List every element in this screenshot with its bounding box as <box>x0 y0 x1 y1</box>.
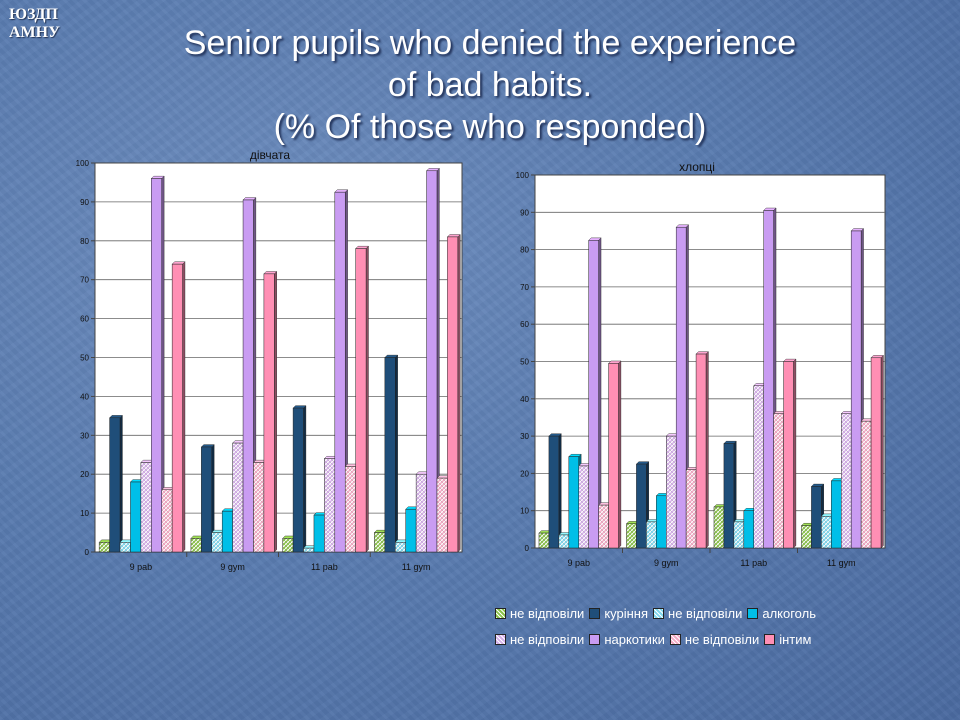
title-line-1: Senior pupils who denied the experience <box>183 24 797 62</box>
y-tick-label: 30 <box>80 431 89 440</box>
bar <box>588 237 602 549</box>
y-tick-label: 10 <box>80 509 89 518</box>
y-tick-label: 80 <box>80 237 89 246</box>
legend-label: наркотики <box>604 631 665 647</box>
bar <box>608 360 622 549</box>
legend-swatch <box>589 633 601 645</box>
legend-item: алкоголь <box>747 606 816 621</box>
chart-legend: не відповіли куріння не відповіли алкоголь … <box>495 600 925 652</box>
legend-row: не відповіли куріння не відповіли алкоголь <box>495 600 925 626</box>
title-line-3: (% Of those who responded) <box>273 108 707 146</box>
bar <box>870 354 884 549</box>
y-tick-label: 60 <box>520 320 529 329</box>
legend-label: не відповіли <box>684 631 760 647</box>
x-tick-label: 11 pab <box>311 562 338 572</box>
y-tick-label: 20 <box>520 469 529 478</box>
bar <box>446 234 461 553</box>
bar <box>263 270 278 553</box>
y-tick-label: 40 <box>80 392 89 401</box>
y-tick-label: 70 <box>520 283 529 292</box>
legend-label: інтим <box>779 631 812 647</box>
bar <box>548 433 562 549</box>
bar <box>695 351 709 549</box>
x-tick-label: 9 pab <box>567 558 590 568</box>
x-tick-label: 11 gym <box>827 558 856 568</box>
legend-item: куріння <box>589 606 648 621</box>
y-tick-label: 100 <box>76 159 90 168</box>
legend-label: не відповіли <box>668 605 743 621</box>
legend-row: не відповіли наркотики не відповіли інтим <box>495 626 925 652</box>
legend-label: алкоголь <box>762 605 816 621</box>
chart-1: 0 10 20 30 40 50 60 70 80 90 100 дівчата 9 pab 9 gym 1… <box>76 148 463 572</box>
legend-item: наркотики <box>589 632 665 647</box>
x-tick-label: 11 pab <box>740 558 767 568</box>
x-tick-label: 9 gym <box>654 558 679 568</box>
legend-swatch <box>495 633 506 645</box>
bar <box>783 358 797 549</box>
y-tick-label: 0 <box>525 544 530 553</box>
y-tick-label: 30 <box>520 432 529 441</box>
bar <box>292 405 307 553</box>
x-tick-label: 9 pab <box>130 562 153 572</box>
y-tick-label: 20 <box>80 470 89 479</box>
legend-label: не відповіли <box>510 631 585 647</box>
legend-swatch <box>764 633 776 645</box>
y-tick-label: 50 <box>80 354 89 363</box>
x-tick-label: 11 gym <box>402 562 431 572</box>
bar <box>384 354 399 553</box>
legend-item: не відповіли <box>495 632 584 647</box>
title-line-2: of bad habits. <box>387 66 593 104</box>
logo-line-1: ЮЗДП <box>9 6 58 23</box>
y-tick-label: 60 <box>80 315 89 324</box>
y-tick-label: 80 <box>520 246 529 255</box>
y-tick-label: 90 <box>520 208 529 217</box>
y-tick-label: 0 <box>85 548 90 557</box>
bar <box>675 224 690 549</box>
chart-2: 0 10 20 30 40 50 60 70 80 90 100 хлопці 9 pab 9 gym 11… <box>516 160 886 568</box>
bar <box>355 245 369 553</box>
y-tick-label: 50 <box>520 358 529 367</box>
bar <box>150 175 165 553</box>
legend-label: не відповіли <box>510 605 585 621</box>
legend-swatch <box>589 607 601 619</box>
legend-swatch <box>669 633 681 645</box>
legend-swatch <box>495 607 506 619</box>
institution-logo: ЮЗДП АМНУ <box>9 6 60 42</box>
legend-label: куріння <box>604 605 649 621</box>
y-tick-label: 100 <box>516 171 530 180</box>
logo-line-2: АМНУ <box>9 24 60 41</box>
y-tick-label: 40 <box>520 395 529 404</box>
bar <box>171 261 186 553</box>
x-tick-label: 9 gym <box>220 562 245 572</box>
y-tick-label: 90 <box>80 198 89 207</box>
chart-title: дівчата <box>250 148 291 162</box>
legend-item: не відповіли <box>669 631 760 647</box>
y-tick-label: 10 <box>520 507 529 516</box>
legend-item: не відповіли <box>653 606 742 621</box>
y-tick-label: 70 <box>80 276 89 285</box>
chart-title: хлопці <box>679 160 715 174</box>
slide-title: Senior pupils who denied the experience … <box>150 22 830 148</box>
bar <box>109 414 123 553</box>
legend-item: інтим <box>764 632 811 647</box>
legend-item: не відповіли <box>495 606 584 621</box>
legend-swatch <box>747 607 759 619</box>
legend-swatch <box>653 607 665 619</box>
